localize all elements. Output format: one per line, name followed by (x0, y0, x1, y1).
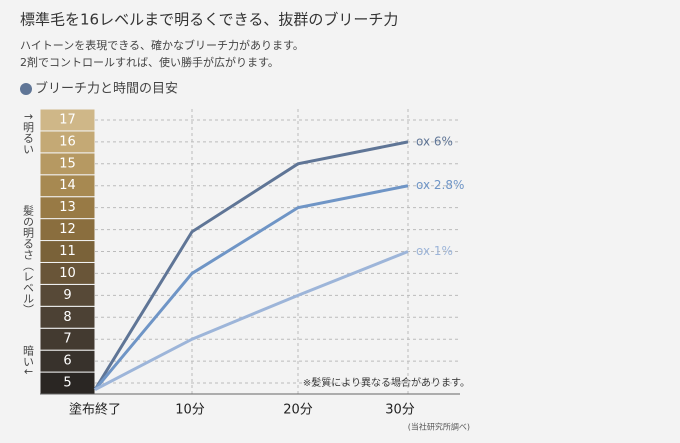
y-tick-label: 14 (59, 178, 76, 193)
series-label: ox 6% (416, 134, 453, 148)
series-line (93, 140, 409, 391)
y-tick-label: 13 (59, 200, 76, 215)
y-tick-label: 15 (59, 156, 76, 171)
series-line (94, 250, 409, 391)
bullet (20, 83, 32, 95)
y-tick-label: 16 (59, 134, 76, 149)
y-tick-label: 7 (63, 332, 71, 347)
series-line (93, 184, 409, 391)
y-label: 髪の明るさ（レベル） (22, 204, 35, 315)
note: ※髪質により異なる場合があります。 (303, 376, 470, 389)
y-tick-label: 8 (63, 310, 71, 325)
title: 標準毛を16レベルまで明るくできる、抜群のブリーチ力 (20, 11, 398, 29)
y-tick-label: 9 (63, 288, 71, 303)
y-tick-label: 11 (59, 244, 76, 259)
y-label: ↑明るい (22, 112, 35, 154)
y-tick-label: 17 (59, 112, 76, 127)
source: (当社研究所調べ) (408, 422, 470, 432)
y-tick-label: 6 (63, 354, 71, 369)
x-tick-label: 20分 (283, 403, 313, 418)
description: 2剤でコントロールすれば、使い勝手が広がります。 (20, 55, 279, 69)
series-label: ox 1% (416, 244, 453, 258)
y-tick-label: 10 (59, 266, 76, 281)
x-tick-label: 30分 (385, 403, 415, 418)
y-label: 暗い↓ (22, 344, 35, 377)
x-tick-label: 10分 (175, 403, 205, 418)
description: ハイトーンを表現できる、確かなブリーチ力があります。 (20, 38, 304, 52)
y-tick-label: 12 (59, 222, 76, 237)
series-label: ox 2.8% (416, 178, 464, 192)
section-title: ブリーチ力と時間の目安 (35, 81, 178, 97)
y-tick-label: 5 (63, 376, 71, 391)
x-tick-label: 塗布終了 (69, 402, 121, 418)
